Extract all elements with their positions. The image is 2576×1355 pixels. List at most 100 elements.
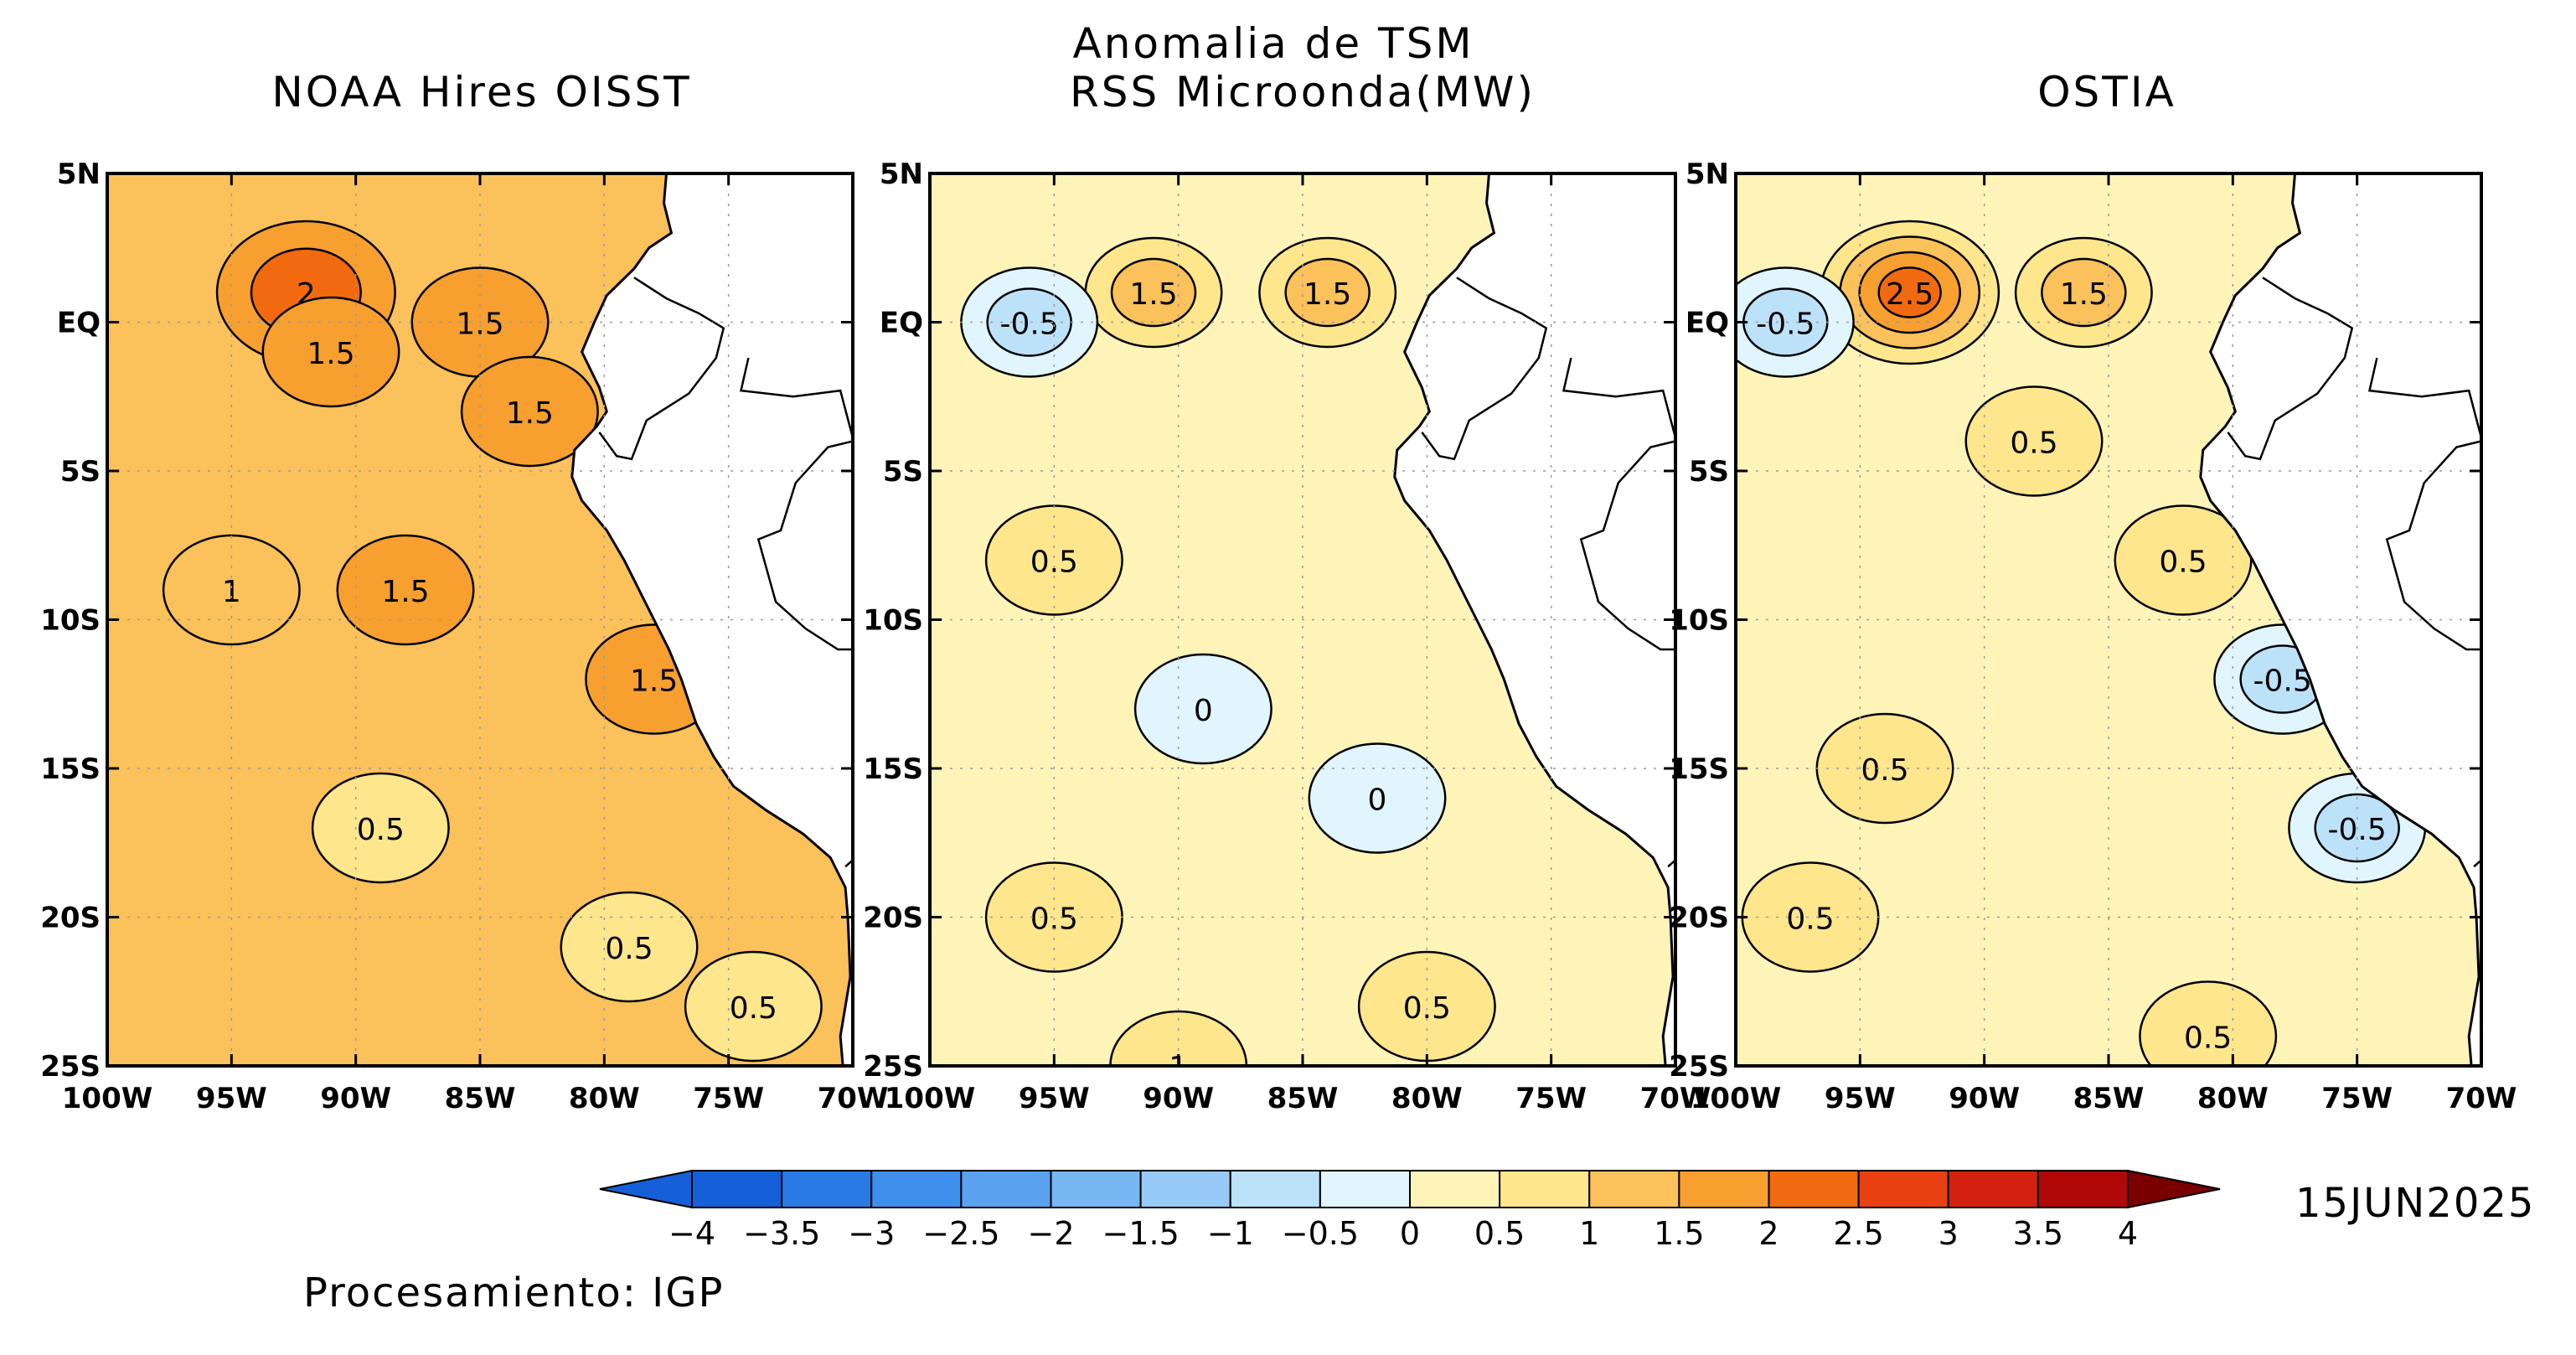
contour-label: 2.5 [1886, 277, 1933, 312]
contour-label: 0.5 [605, 932, 653, 966]
contour-label: 0.5 [1030, 546, 1078, 580]
colorbar-swatch [1139, 1170, 1231, 1208]
x-tick-label: 85W [445, 1082, 516, 1115]
colorbar-tick-label: −2.5 [922, 1215, 999, 1252]
contour-label: 0.5 [1861, 753, 1908, 788]
anomaly-contour [1133, 653, 1273, 765]
x-tick-label: 80W [1391, 1082, 1463, 1115]
x-tick-label: 75W [2321, 1082, 2393, 1115]
colorbar-swatch [1768, 1170, 1860, 1208]
x-tick-label: 70W [1640, 1082, 1711, 1115]
y-tick-label: 5S [1689, 455, 1729, 489]
colorbar-swatch [2037, 1170, 2129, 1208]
contour-label: 1 [222, 575, 241, 609]
contour-label: 0.5 [2010, 427, 2057, 461]
y-tick-label: 20S [1669, 902, 1729, 935]
x-tick-label: 90W [1949, 1082, 2020, 1115]
x-tick-label: 100W [885, 1082, 975, 1115]
colorbar-swatch [1588, 1170, 1680, 1208]
colorbar-tick-label: −1 [1207, 1215, 1254, 1252]
contour-label: 0.5 [1786, 902, 1834, 937]
colorbar-swatch [781, 1170, 873, 1208]
y-tick-label: 10S [1669, 604, 1729, 638]
date-label: 15JUN2025 [2295, 1180, 2536, 1227]
colorbar: −4 −3.5 −3 −2.5 −2 −1.5 −1 −0.5 0 0.5 1 1.5 2 2.5 3 3.5… [599, 1169, 2221, 1252]
x-tick-label: 85W [1267, 1082, 1339, 1115]
anomaly-contour [460, 355, 599, 468]
x-tick-label: 90W [320, 1082, 391, 1115]
anomaly-contour [1284, 257, 1371, 328]
contour-label: 0.5 [357, 813, 405, 847]
colorbar-swatch [1678, 1170, 1770, 1208]
colorbar-tick-label: 3.5 [2013, 1215, 2063, 1252]
y-tick-label: 20S [863, 902, 923, 935]
y-tick-label: 5N [57, 158, 101, 191]
colorbar-swatch [870, 1170, 963, 1208]
colorbar-swatch [1499, 1170, 1591, 1208]
figure-main-title: Anomalia de TSM [1072, 19, 1474, 68]
x-tick-label: 75W [1515, 1082, 1587, 1115]
x-tick-label: 85W [2073, 1082, 2145, 1115]
colorbar-swatch [1050, 1170, 1142, 1208]
colorbar-swatch [1947, 1170, 2039, 1208]
y-tick-label: 25S [863, 1050, 923, 1083]
y-tick-label: 15S [40, 752, 101, 786]
colorbar-tick-label: 1.5 [1654, 1215, 1704, 1252]
y-tick-label: 5N [880, 158, 923, 191]
anomaly-contour [1877, 266, 1942, 318]
colorbar-extend-low [599, 1169, 693, 1209]
colorbar-tick-label: 2 [1758, 1215, 1778, 1252]
country-border [2385, 440, 2481, 651]
contour-label: 1.5 [506, 396, 554, 431]
colorbar-tick-label: 2.5 [1833, 1215, 1883, 1252]
y-tick-label: EQ [1685, 307, 1729, 340]
colorbar-swatch [1409, 1170, 1501, 1208]
y-tick-label: EQ [880, 307, 923, 340]
colorbar-tick-label: 1 [1579, 1215, 1599, 1252]
colorbar-tick-label: −1.5 [1102, 1215, 1179, 1252]
contour-label: 0.5 [2184, 1021, 2232, 1056]
country-border [2227, 277, 2354, 461]
contour-label: -0.5 [1756, 308, 1815, 342]
contour-label: 1.5 [630, 665, 678, 699]
contour-label: 0 [1194, 694, 1213, 728]
x-tick-label: 70W [2446, 1082, 2517, 1115]
x-tick-label: 95W [1019, 1082, 1090, 1115]
contour-label: 1.5 [307, 337, 354, 371]
colorbar-tick-label: −3.5 [743, 1215, 820, 1252]
colorbar-tick-label: −4 [669, 1215, 715, 1252]
contour-label: 1.5 [1129, 277, 1177, 312]
anomaly-contour [1308, 742, 1447, 854]
colorbar-swatch [1229, 1170, 1321, 1208]
anomaly-contour [2114, 504, 2253, 616]
colorbar-swatch [960, 1170, 1052, 1208]
country-border [1579, 440, 1675, 651]
y-tick-label: 15S [863, 752, 923, 786]
x-tick-label: 95W [1825, 1082, 1896, 1115]
x-tick-label: 75W [693, 1082, 764, 1115]
country-border [1421, 277, 1548, 461]
anomaly-contour [1964, 385, 2104, 497]
colorbar-tick-label: 0 [1400, 1215, 1420, 1252]
colorbar-tick-label: −3 [848, 1215, 895, 1252]
y-tick-label: 5S [883, 455, 923, 489]
contour-label: -0.5 [1000, 308, 1059, 342]
panel-title-noaa: NOAA Hires OISST [271, 68, 692, 116]
contour-label: 1.5 [2060, 277, 2108, 312]
y-tick-label: 25S [1669, 1050, 1729, 1083]
x-tick-label: 95W [196, 1082, 267, 1115]
colorbar-tick-label: −0.5 [1282, 1215, 1359, 1252]
y-tick-label: 5S [60, 455, 101, 489]
country-border [598, 277, 725, 461]
y-tick-label: 20S [40, 902, 101, 935]
contour-label: 0 [1368, 784, 1387, 818]
contour-label: -0.5 [2253, 665, 2312, 699]
contour-label: 0.5 [730, 991, 777, 1026]
contour-label: 1.5 [381, 575, 429, 609]
y-tick-label: 25S [40, 1050, 101, 1083]
colorbar-tick-label: 0.5 [1474, 1215, 1525, 1252]
panel-title-ostia: OSTIA [2037, 68, 2176, 116]
country-border [756, 440, 853, 651]
